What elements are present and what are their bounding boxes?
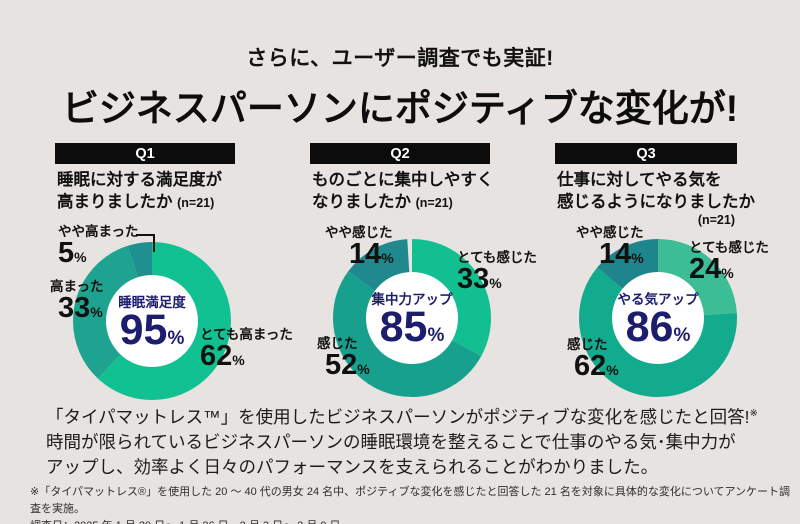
footnote-line1: ※「タイパマットレス®」を使用した 20 ～ 40 代の男女 24 名中、ポジテ… [30,486,791,515]
q2-badge: Q2 [310,143,490,164]
q1-segment-label-totemo: とても高まった 62% [200,327,293,373]
q3-donut-svg [579,239,737,397]
q3-question-line2: 感じるようになりましたか (n=21) [557,192,795,228]
q3-question: 仕事に対してやる気を 感じるようになりましたか (n=21) [557,170,795,227]
q3-chart-area: やる気アップ 86% とても感じた 24% 感じた 62% やや感じた 14% [543,225,795,405]
summary-line1: 「タイパマットレス™」を使用したビジネスパーソンがポジティブな変化を感じたと回答… [46,406,758,427]
footnote: ※「タイパマットレス®」を使用した 20 ～ 40 代の男女 24 名中、ポジテ… [30,484,800,524]
q3-segment-label-kanjita: 感じた 62% [567,337,619,383]
q1-segment-label-yaya: やや高まった 5% [58,224,139,270]
q3-segment-label-yaya: やや感じた 14% [576,225,644,271]
survey-column-q1: Q1 睡眠に対する満足度が 高まりましたか (n=21) 睡眠満足度 95% と… [30,143,293,405]
q3-segment-label-totemo: とても感じた 24% [689,240,769,286]
q2-segment-label-totemo: とても感じた 33% [457,250,537,296]
q1-question: 睡眠に対する満足度が 高まりましたか (n=21) [57,170,282,214]
q2-sample-size: (n=21) [415,195,453,210]
footnote-marker: ※ [749,408,758,419]
survey-column-q3: Q3 仕事に対してやる気を 感じるようになりましたか (n=21) やる気アップ … [543,143,795,405]
q2-donut-svg [333,239,491,397]
q1-segment-label-takamatta: 高まった 33% [50,279,104,325]
q1-question-line2: 高まりましたか (n=21) [57,192,215,211]
footnote-line2: 調査日：2025 年 1 月 20 日～ 1 月 26 日、2 月 3 日～ 2… [30,518,800,524]
q3-badge: Q3 [555,143,737,164]
q1-sample-size: (n=21) [177,195,215,210]
q2-segment-label-yaya: やや感じた 14% [325,225,394,271]
q3-sample-size: (n=21) [697,212,735,227]
q2-question: ものごとに集中しやすく なりましたか (n=21) [312,170,547,214]
q2-question-line1: ものごとに集中しやすく [312,171,494,189]
q1-badge: Q1 [55,143,235,164]
survey-column-q2: Q2 ものごとに集中しやすく なりましたか (n=21) 集中力アップ 85% … [295,143,547,405]
q1-donut-svg [73,242,231,400]
q2-segment-label-kanjita: 感じた 52% [317,336,370,382]
q1-callout-line [136,234,155,252]
summary-paragraph: 「タイパマットレス™」を使用したビジネスパーソンがポジティブな変化を感じたと回答… [46,401,758,480]
q1-chart-area: 睡眠満足度 95% とても高まった 62% 高まった 33% やや高まった 5% [30,224,293,405]
subtitle: さらに、ユーザー調査でも実証! [246,47,554,70]
page-title: ビジネスパーソンにポジティブな変化が! [61,88,739,129]
header: さらに、ユーザー調査でも実証! ビジネスパーソンにポジティブな変化が! [0,0,800,132]
summary-line2: 時間が限られているビジネスパーソンの睡眠環境を整えることで仕事のやる気･集中力が [46,431,736,452]
q2-question-line2: なりましたか (n=21) [312,192,453,211]
q1-question-line1: 睡眠に対する満足度が [57,171,222,189]
q3-question-line1: 仕事に対してやる気を [557,171,722,189]
q2-chart-area: 集中力アップ 85% とても感じた 33% 感じた 52% やや感じた 14% [295,225,547,405]
summary-line3: アップし、効率よく日々のパフォーマンスを支えられることがわかりました。 [46,456,659,477]
